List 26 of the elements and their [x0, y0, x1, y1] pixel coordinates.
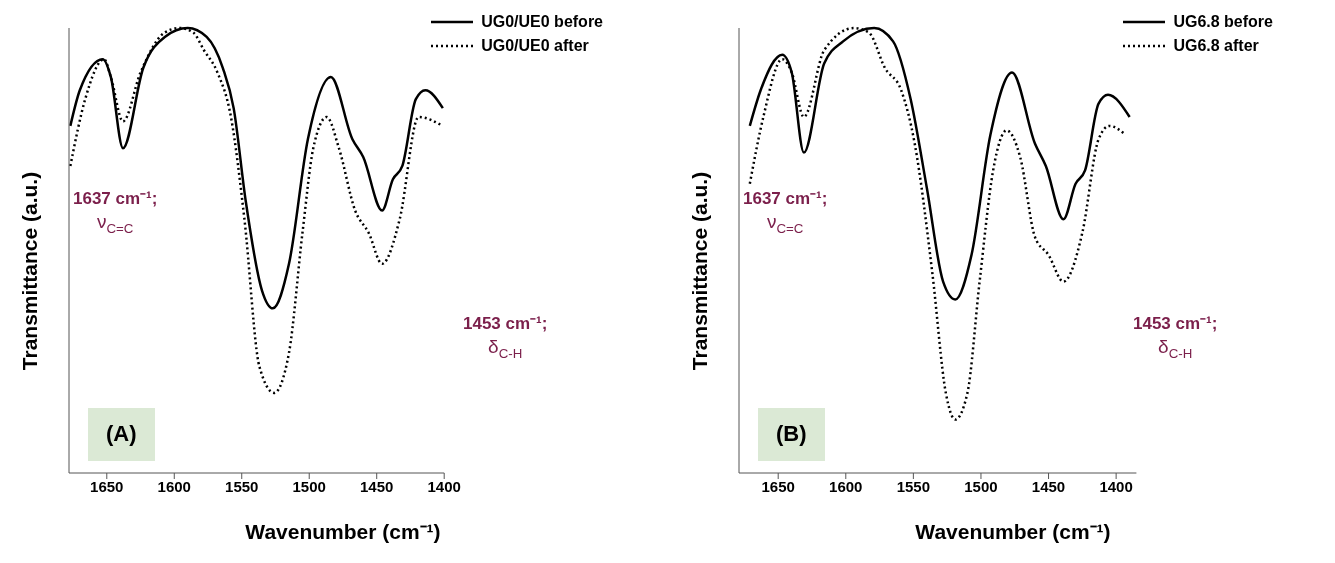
x-tick-label: 1400	[1099, 477, 1133, 495]
x-tick-label: 1400	[427, 477, 461, 495]
x-tick-label: 1550	[225, 477, 259, 495]
legend-label: UG0/UE0 after	[481, 37, 589, 55]
x-tick-label: 1650	[761, 477, 795, 495]
x-tick-label: 1500	[292, 477, 326, 495]
x-tick-label: 1600	[829, 477, 863, 495]
legend-label: UG6.8 before	[1173, 13, 1273, 31]
x-tick-label: 1450	[360, 477, 394, 495]
y-axis-title: Transmittance (a.u.)	[688, 171, 711, 370]
x-axis-title: Wavenumber (cm⁻¹)	[245, 520, 441, 543]
x-tick-label: 1650	[90, 477, 124, 495]
text: 1453 cm⁻¹; δ$_{C-H}$	[463, 314, 548, 361]
y-axis-title: Transmittance (a.u.)	[18, 171, 41, 370]
annotation: 1637 cm⁻¹; ν$_{C=C}$	[743, 189, 828, 236]
annotation: 1453 cm⁻¹; δ$_{C-H}$	[1133, 314, 1218, 361]
x-tick-label: 1550	[896, 477, 931, 495]
annotation: (A)	[106, 421, 137, 446]
legend-label: UG0/UE0 before	[481, 13, 603, 31]
legend-label: UG6.8 after	[1173, 37, 1259, 55]
x-tick-label: 1450	[1031, 477, 1066, 495]
annotation: (B)	[776, 421, 807, 446]
x-tick-label: 1600	[157, 477, 191, 495]
annotation: 1637 cm⁻¹; ν$_{C=C}$	[73, 189, 158, 236]
x-tick-label: 1500	[964, 477, 998, 495]
x-axis-title: Wavenumber (cm⁻¹)	[915, 520, 1111, 543]
